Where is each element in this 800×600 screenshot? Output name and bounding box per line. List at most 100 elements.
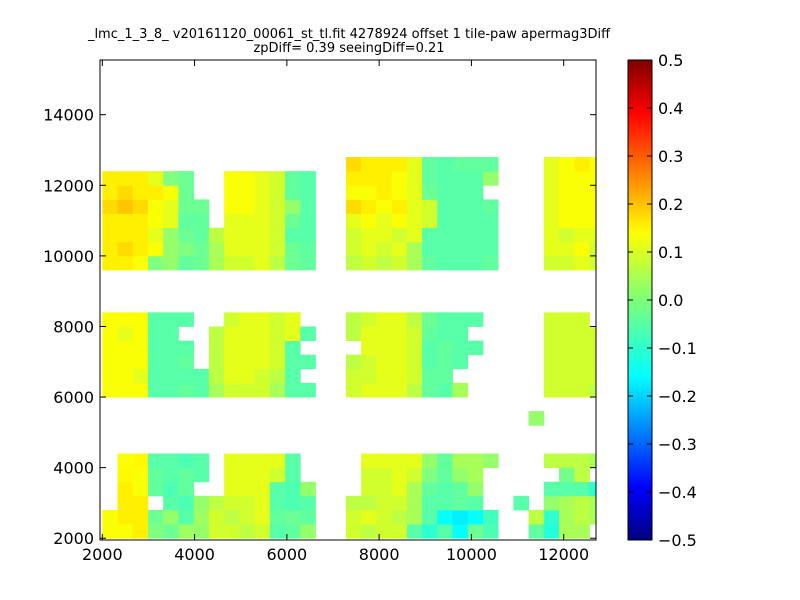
heatmap-cell — [224, 382, 240, 398]
heatmap-cell — [467, 213, 484, 229]
heatmap-cell — [117, 340, 134, 356]
heatmap-cell — [559, 354, 575, 370]
heatmap-cell — [345, 171, 362, 186]
heatmap-cell — [163, 227, 179, 243]
heatmap-cell — [132, 185, 149, 200]
heatmap-cell — [254, 368, 271, 384]
heatmap-cell — [391, 185, 408, 200]
plot-frame — [99, 59, 597, 541]
heatmap-cell — [452, 453, 469, 469]
heatmap-cell — [117, 213, 134, 229]
heatmap-cell — [102, 185, 118, 200]
heatmap-cell — [391, 453, 408, 469]
heatmap-cell — [285, 524, 301, 539]
heatmap-cell — [117, 453, 134, 469]
heatmap-cell — [254, 340, 271, 356]
heatmap-cell — [117, 510, 134, 525]
y-axis: 2000 4000 6000 8000 10000 12000 14000 — [43, 106, 596, 548]
heatmap-cell — [391, 382, 408, 398]
heatmap-cell — [208, 326, 225, 341]
heatmap-cell — [224, 368, 240, 384]
heatmap-cell — [437, 467, 453, 483]
heatmap-cell — [589, 340, 597, 356]
heatmap-cell — [422, 255, 438, 271]
heatmap-cell — [559, 467, 575, 483]
heatmap-cell — [163, 495, 179, 511]
heatmap-cell — [300, 241, 316, 257]
heatmap-cell — [437, 157, 453, 172]
heatmap-cell — [269, 354, 286, 370]
heatmap-cell — [391, 510, 408, 525]
colorbar-tick-label: −0.1 — [658, 339, 697, 358]
heatmap-cell — [589, 495, 597, 511]
heatmap-cell — [422, 524, 438, 539]
heatmap-cell — [147, 227, 164, 243]
heatmap-cell — [467, 185, 484, 200]
heatmap-cell — [574, 510, 590, 525]
heatmap-cell — [574, 199, 590, 214]
heatmap-cell — [102, 524, 118, 539]
heatmap-cell — [163, 453, 179, 469]
heatmap-cell — [269, 340, 286, 356]
heatmap-cell — [300, 227, 316, 243]
heatmap-cell — [574, 185, 590, 200]
heatmap-cell — [239, 171, 255, 186]
heatmap-cell — [574, 227, 590, 243]
heatmap-cell — [422, 453, 438, 469]
heatmap-cell — [147, 185, 164, 200]
heatmap-cell — [376, 241, 393, 257]
heatmap-cell — [361, 453, 377, 469]
heatmap-cell — [224, 227, 240, 243]
heatmap-cell — [102, 241, 118, 257]
heatmap-cell — [589, 382, 597, 398]
heatmap-cell — [224, 171, 240, 186]
heatmap-cell — [178, 481, 195, 497]
heatmap-cell — [239, 524, 255, 539]
heatmap-cell — [361, 199, 377, 214]
heatmap-cell — [147, 340, 164, 356]
heatmap-cell — [102, 326, 118, 341]
heatmap-cell — [437, 481, 453, 497]
heatmap-cell — [467, 171, 484, 186]
heatmap-cell — [117, 354, 134, 370]
heatmap-cell — [406, 453, 423, 469]
heatmap-cell — [193, 227, 210, 243]
heatmap-cell — [300, 510, 316, 525]
heatmap-cell — [422, 326, 438, 341]
heatmap-cell — [224, 255, 240, 271]
heatmap-cell — [406, 213, 423, 229]
heatmap-cell — [543, 171, 560, 186]
heatmap-cell — [422, 495, 438, 511]
heatmap-cell — [147, 312, 164, 327]
heatmap-cell — [224, 241, 240, 257]
heatmap-cell — [117, 481, 134, 497]
heatmap-cell — [452, 227, 469, 243]
y-tick-label: 2000 — [53, 529, 94, 548]
heatmap-cell — [178, 495, 195, 511]
heatmap-cell — [391, 171, 408, 186]
heatmap-cell — [574, 312, 590, 327]
colorbar-tick-label: −0.4 — [658, 483, 697, 502]
heatmap-cell — [285, 227, 301, 243]
heatmap-cell — [345, 312, 362, 327]
y-tick-label: 14000 — [43, 106, 94, 125]
heatmap-cell — [178, 171, 195, 186]
heatmap-cell — [117, 368, 134, 384]
heatmap-cell — [254, 255, 271, 271]
heatmap-cell — [239, 495, 255, 511]
heatmap-cell — [345, 510, 362, 525]
heatmap-cell — [543, 453, 560, 469]
heatmap-cell — [300, 185, 316, 200]
heatmap-cell — [239, 453, 255, 469]
heatmap-cell — [117, 312, 134, 327]
heatmap-cell — [300, 199, 316, 214]
heatmap-cell — [559, 157, 575, 172]
heatmap-cell — [300, 481, 316, 497]
heatmap-cell — [467, 312, 484, 327]
heatmap-cell — [117, 171, 134, 186]
heatmap-cell — [589, 171, 597, 186]
heatmap-cell — [239, 185, 255, 200]
heatmap-cell — [224, 354, 240, 370]
heatmap-cell — [437, 510, 453, 525]
chart-title: _lmc_1_3_8_ v20161120_00061_st_tl.fit 42… — [87, 27, 611, 42]
